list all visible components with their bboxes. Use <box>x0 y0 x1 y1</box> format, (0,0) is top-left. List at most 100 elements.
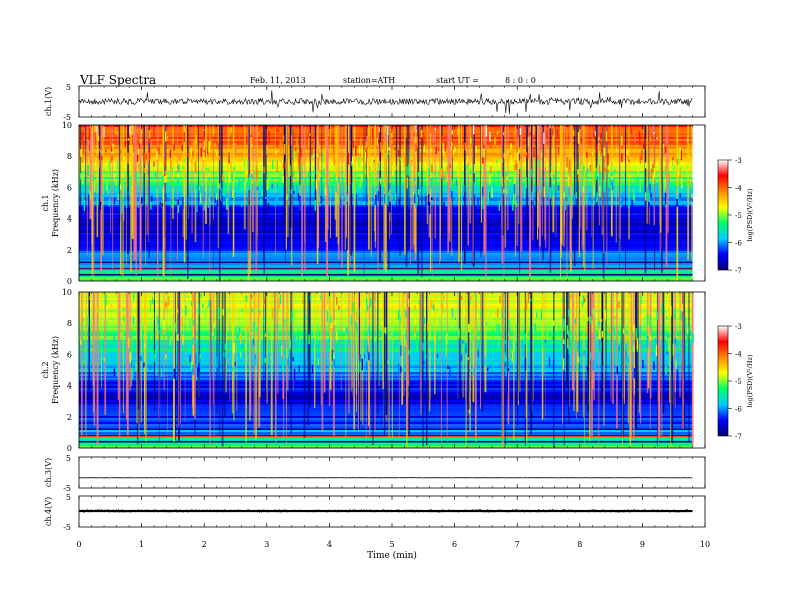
spectrogram-speckle <box>665 132 668 142</box>
spectrogram-spike <box>92 292 95 386</box>
spectrogram-speckle <box>193 293 195 303</box>
spectrogram-speckle <box>205 167 208 171</box>
spectrogram-speckle <box>198 186 200 190</box>
spectrogram-speckle <box>517 126 519 138</box>
spectrogram-spike <box>688 292 690 442</box>
spectrogram-speckle <box>467 357 469 360</box>
spectrogram-speckle <box>368 352 370 361</box>
spectrogram-speckle <box>298 153 300 166</box>
spectrogram-speckle <box>665 365 667 375</box>
spectrogram-speckle <box>427 300 429 310</box>
spectrogram-spike <box>286 292 287 445</box>
spectrogram-speckle <box>250 174 253 179</box>
spectrogram-spike <box>462 292 464 398</box>
spectrogram-speckle <box>517 195 519 204</box>
spectrogram-speckle <box>461 354 463 361</box>
spectrogram-speckle <box>446 332 448 345</box>
spectrogram-speckle <box>668 333 670 338</box>
spectrogram-speckle <box>406 177 408 189</box>
spectrogram-speckle <box>568 153 571 163</box>
spectrogram-speckle <box>212 336 214 343</box>
spectrogram-speckle <box>432 133 435 143</box>
spectrogram-speckle <box>138 143 141 149</box>
spectrogram-speckle <box>625 333 627 343</box>
spectrogram-spike <box>125 292 128 420</box>
spectrogram-speckle <box>428 202 431 214</box>
ch2-spectrogram-panel: 10 8 6 4 2 0 ch.2 Frequency (kHz) <box>41 288 706 453</box>
spectrogram-speckle <box>586 325 588 335</box>
spectrogram-speckle <box>581 181 583 187</box>
spectrogram-spike <box>118 125 121 222</box>
spectrogram-speckle <box>408 164 410 176</box>
spectrogram-spike <box>218 292 220 388</box>
spectrogram-spike <box>467 125 470 246</box>
spectrogram-spike <box>345 292 347 438</box>
ch2-colorbar-tick-5: -5 <box>735 378 742 386</box>
spectrogram-speckle <box>590 357 592 361</box>
spectrogram-speckle <box>574 319 577 325</box>
spectrogram-spike <box>484 292 487 393</box>
spectrogram-speckle <box>663 181 666 193</box>
spectrogram-speckle <box>361 145 363 158</box>
spectrogram-speckle <box>457 129 459 135</box>
spectrogram-speckle <box>194 338 197 345</box>
spectrogram-speckle <box>443 175 445 181</box>
spectrogram-speckle <box>311 364 314 374</box>
spectrogram-speckle <box>222 188 224 196</box>
spectrogram-speckle <box>187 152 189 157</box>
spectrogram-speckle <box>241 202 243 207</box>
spectrogram-speckle <box>559 300 561 304</box>
spectrogram-speckle <box>149 300 152 312</box>
spectrogram-speckle <box>477 197 479 210</box>
spectrogram-speckle <box>439 307 442 318</box>
spectrogram-spike <box>290 292 293 434</box>
spectrogram-speckle <box>103 169 105 176</box>
spectrogram-speckle <box>183 162 186 166</box>
spectrogram-spike <box>157 125 159 281</box>
spectrogram-spike <box>219 292 221 435</box>
spectrogram-speckle <box>507 148 509 156</box>
spectrogram-spike <box>519 292 521 393</box>
spectrogram-spike <box>335 125 338 237</box>
spectrogram-speckle <box>501 159 503 163</box>
spectrogram-speckle <box>443 202 445 214</box>
spectrogram-speckle <box>250 134 252 138</box>
spectrogram-spike <box>514 125 516 257</box>
spectrogram-speckle <box>110 157 112 163</box>
spectrogram-speckle <box>585 198 588 201</box>
spectrogram-speckle <box>533 125 535 135</box>
spectrogram-speckle <box>571 335 573 348</box>
spectrogram-speckle <box>543 297 545 310</box>
spectrogram-speckle <box>492 341 494 346</box>
spectrogram-speckle <box>236 334 239 339</box>
spectrogram-speckle <box>224 128 226 138</box>
spectrogram-speckle <box>595 199 598 203</box>
spectrogram-speckle <box>133 338 135 348</box>
spectrogram-speckle <box>205 330 207 337</box>
spectrogram-speckle <box>402 198 405 201</box>
spectrogram-speckle <box>250 293 253 300</box>
spectrogram-speckle <box>543 186 545 198</box>
spectrogram-speckle <box>604 171 606 182</box>
spectrogram-spike <box>167 292 168 434</box>
spectrogram-speckle <box>371 156 374 167</box>
spectrogram-spike <box>270 292 273 436</box>
spectrogram-spike <box>537 125 540 228</box>
spectrogram-spike <box>687 125 689 260</box>
spectrogram-speckle <box>501 177 504 186</box>
spectrogram-speckle <box>100 150 102 153</box>
spectrogram-speckle <box>239 189 241 194</box>
spectrogram-speckle <box>106 320 108 326</box>
spectrogram-speckle <box>573 193 576 205</box>
spectrogram-speckle <box>335 348 337 353</box>
spectrogram-speckle <box>531 191 533 201</box>
spectrogram-speckle <box>153 126 155 138</box>
spectrogram-spike <box>566 125 568 279</box>
spectrogram-speckle <box>408 198 411 209</box>
ch2-colorbar: -3 -4 -5 -6 -7 log(PSD)(V²/Hz) <box>717 323 754 441</box>
spectrogram-speckle <box>256 327 258 332</box>
spectrogram-speckle <box>373 159 375 163</box>
spectrogram-speckle <box>503 132 505 136</box>
spectrogram-speckle <box>539 146 542 150</box>
spectrogram-speckle <box>646 333 648 338</box>
